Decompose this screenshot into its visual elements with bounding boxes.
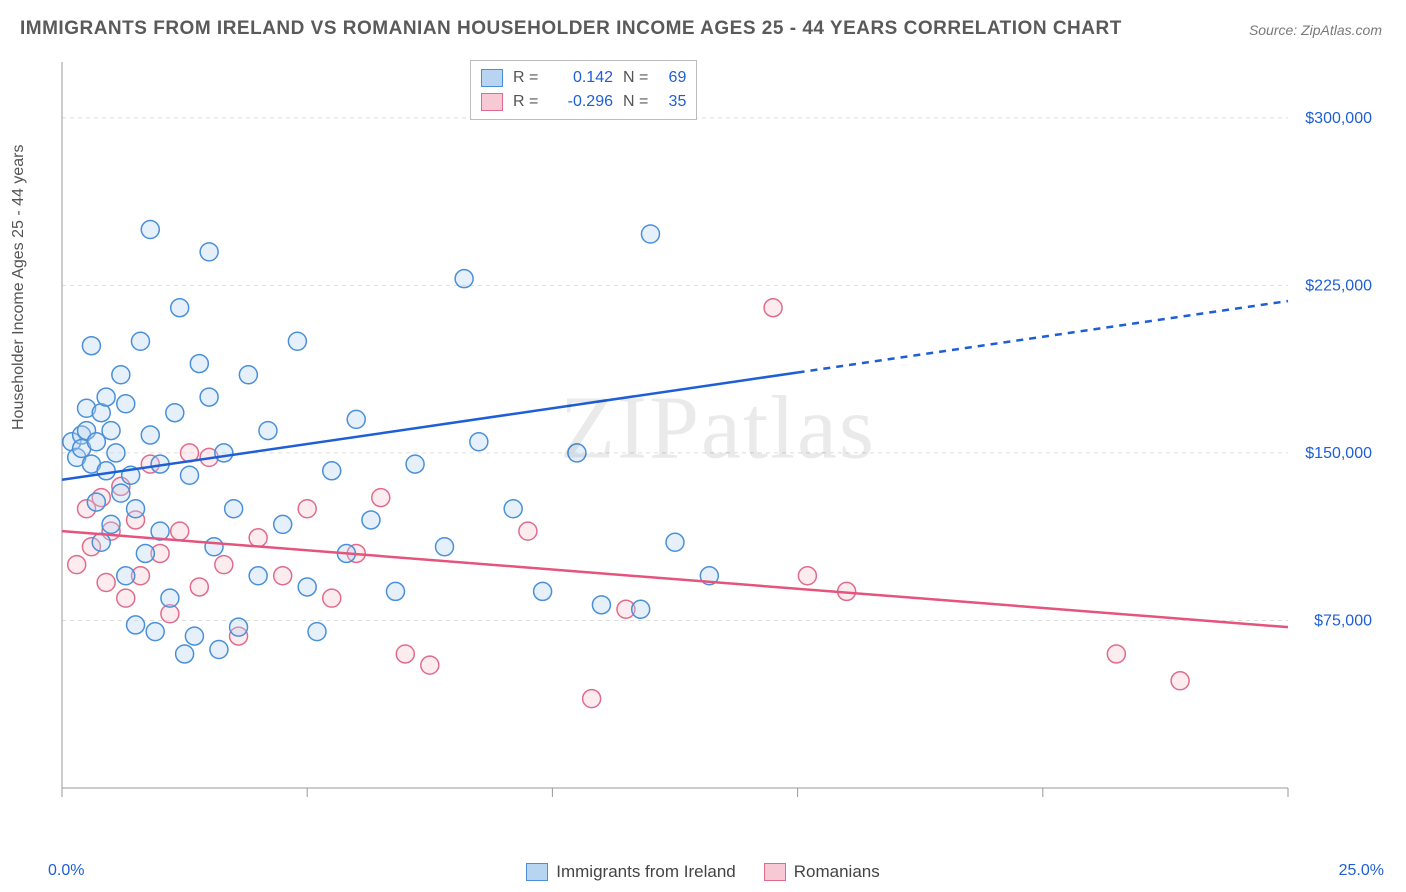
svg-text:$225,000: $225,000 [1305,277,1372,294]
swatch-romanians [481,93,503,111]
n-value-romanians: 35 [658,90,686,114]
legend-label-ireland: Immigrants from Ireland [556,862,736,882]
legend-item-ireland: Immigrants from Ireland [526,862,736,882]
swatch-romanians-icon [764,863,786,881]
legend-row-ireland: R = 0.142 N = 69 [481,66,686,90]
svg-text:$300,000: $300,000 [1305,110,1372,127]
swatch-ireland-icon [526,863,548,881]
legend-row-romanians: R = -0.296 N = 35 [481,90,686,114]
correlation-legend: R = 0.142 N = 69 R = -0.296 N = 35 [470,60,697,120]
n-label: N = [623,66,648,90]
legend-label-romanians: Romanians [794,862,880,882]
source-attribution: Source: ZipAtlas.com [1249,22,1382,38]
series-legend: Immigrants from Ireland Romanians [0,862,1406,882]
n-label: N = [623,90,648,114]
swatch-ireland [481,69,503,87]
legend-item-romanians: Romanians [764,862,880,882]
n-value-ireland: 69 [658,66,686,90]
r-label: R = [513,66,541,90]
y-axis-label: Householder Income Ages 25 - 44 years [10,145,28,431]
r-label: R = [513,90,541,114]
chart-svg: $75,000 $150,000 $225,000 $300,000 [58,58,1378,828]
scatter-plot: $75,000$150,000$225,000$300,000 ZIPatlas [58,58,1378,828]
r-value-ireland: 0.142 [551,66,613,90]
chart-title: IMMIGRANTS FROM IRELAND VS ROMANIAN HOUS… [20,18,1122,40]
r-value-romanians: -0.296 [551,90,613,114]
svg-text:$150,000: $150,000 [1305,445,1372,462]
svg-text:$75,000: $75,000 [1314,612,1372,629]
